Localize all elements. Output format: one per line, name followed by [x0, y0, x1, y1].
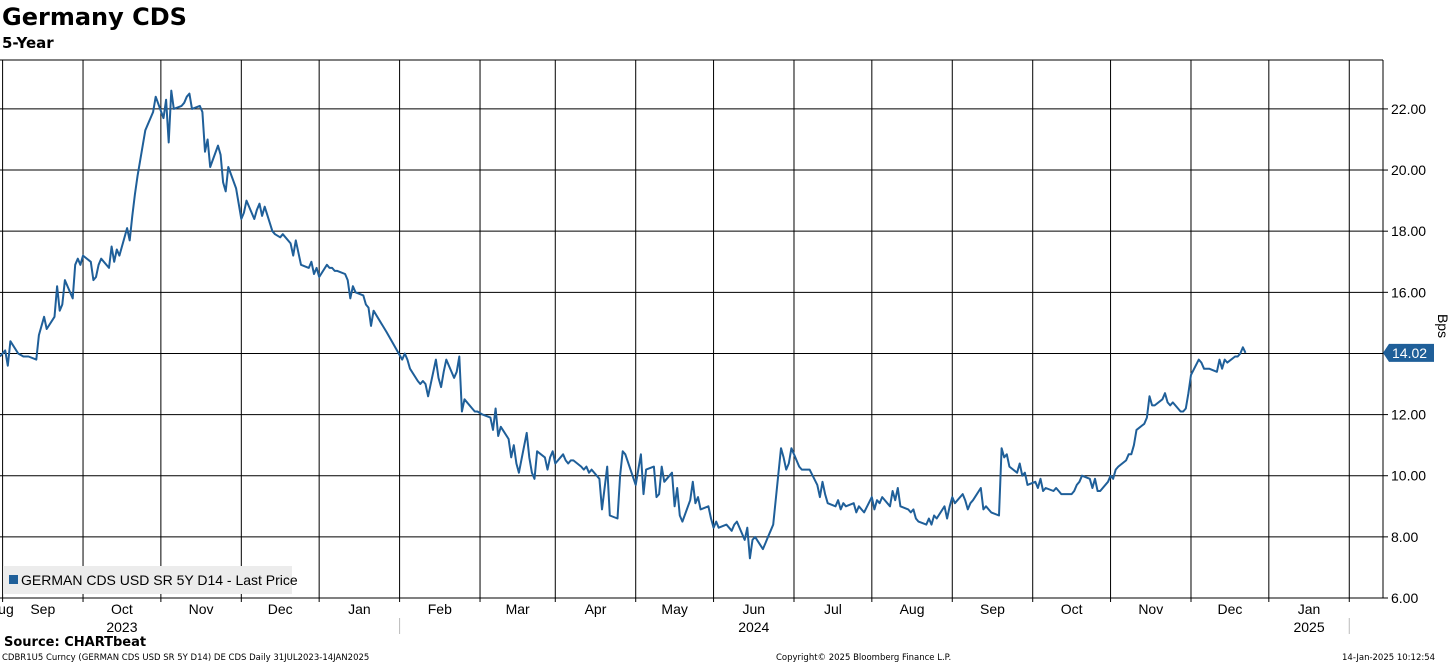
x-tick-label: Sep: [30, 601, 55, 617]
legend-swatch: [9, 575, 18, 584]
ticker-info: CDBR1U5 Curncy (GERMAN CDS USD SR 5Y D14…: [2, 653, 370, 663]
y-axis-label: Bps: [1435, 314, 1451, 338]
x-tick-label: Nov: [189, 601, 214, 617]
x-tick-label: Oct: [1061, 601, 1083, 617]
x-axis: Aug Sep Oct Nov Dec Jan Feb Mar Apr May Jun Jul Aug S…: [0, 598, 1350, 635]
grid: [0, 59, 1384, 599]
x-tick-label: Jan: [1298, 601, 1321, 617]
x-tick-label: Nov: [1138, 601, 1163, 617]
copyright: Copyright© 2025 Bloomberg Finance L.P.: [776, 653, 952, 663]
plot-background: [0, 60, 1383, 598]
x-tick-label: Feb: [428, 601, 452, 617]
timestamp: 14-Jan-2025 10:12:54: [1342, 653, 1436, 663]
x-tick-label: Apr: [585, 601, 607, 617]
year-label: 2023: [106, 619, 137, 635]
y-tick-label: 10.00: [1391, 468, 1426, 484]
series-line: [0, 89, 1247, 560]
y-tick-label: 20.00: [1391, 162, 1426, 178]
year-label: 2024: [738, 619, 769, 635]
chart-title: Germany CDS: [2, 3, 187, 31]
last-value-tag: 14.02: [1383, 343, 1434, 362]
chart-subtitle: 5-Year: [2, 34, 54, 52]
x-tick-label: Dec: [268, 601, 293, 617]
y-tick-label: 8.00: [1391, 529, 1418, 545]
x-tick-label: Dec: [1217, 601, 1242, 617]
y-tick-label: 16.00: [1391, 284, 1426, 300]
y-tick-label: 12.00: [1391, 407, 1426, 423]
x-tick-label: Oct: [111, 601, 133, 617]
legend-label: GERMAN CDS USD SR 5Y D14 - Last Price: [21, 572, 298, 588]
last-value-marker: [1383, 343, 1434, 362]
x-tick-label: Jul: [824, 601, 842, 617]
y-tick-label: 6.00: [1391, 590, 1418, 606]
x-tick-label: Aug: [0, 601, 14, 617]
source-note: Source: CHARTbeat: [4, 635, 147, 650]
last-value-label: 14.02: [1392, 345, 1427, 361]
legend: GERMAN CDS USD SR 5Y D14 - Last Price: [3, 566, 298, 594]
y-tick-label: 18.00: [1391, 223, 1426, 239]
legend-box: [3, 566, 292, 594]
x-tick-label: Aug: [900, 601, 925, 617]
x-tick-label: May: [661, 601, 687, 617]
x-tick-label: Jan: [348, 601, 371, 617]
y-tick-label: 22.00: [1391, 101, 1426, 117]
x-tick-label: Sep: [980, 601, 1005, 617]
series: [0, 89, 1247, 560]
year-label: 2025: [1293, 619, 1324, 635]
x-tick-label: Jun: [742, 601, 765, 617]
x-tick-label: Mar: [506, 601, 530, 617]
